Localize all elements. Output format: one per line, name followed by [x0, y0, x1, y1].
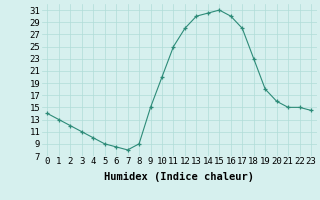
X-axis label: Humidex (Indice chaleur): Humidex (Indice chaleur) — [104, 172, 254, 182]
